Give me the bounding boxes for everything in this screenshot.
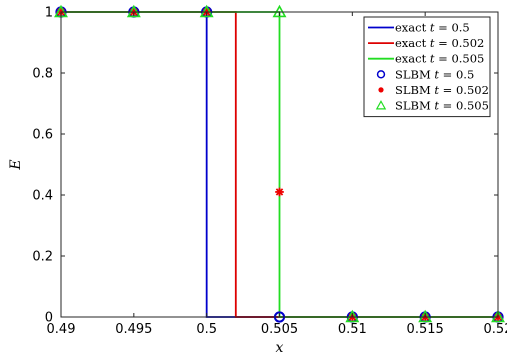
legend-label: exact t = 0.505 bbox=[395, 52, 484, 66]
y-tick-label: 1 bbox=[45, 6, 53, 21]
y-tick-label: 0 bbox=[45, 311, 53, 326]
x-tick-label: 0.49 bbox=[47, 322, 76, 337]
data-point bbox=[345, 309, 360, 323]
data-point bbox=[275, 187, 284, 197]
legend-item: exact t = 0.505 bbox=[368, 52, 484, 66]
x-tick-label: 0.515 bbox=[407, 322, 444, 337]
data-point bbox=[199, 4, 214, 18]
legend-item: exact t = 0.502 bbox=[368, 36, 484, 50]
legend-label: SLBM t = 0.502 bbox=[395, 83, 489, 97]
y-tick-label: 0.4 bbox=[32, 189, 53, 204]
x-tick-label: 0.505 bbox=[261, 322, 298, 337]
legend-item: SLBM t = 0.505 bbox=[375, 99, 489, 113]
legend-label: SLBM t = 0.5 bbox=[395, 67, 474, 81]
legend-label: exact t = 0.5 bbox=[395, 21, 470, 35]
data-point bbox=[491, 309, 505, 323]
legend-item: SLBM t = 0.502 bbox=[378, 83, 489, 97]
legend-label: exact t = 0.502 bbox=[395, 36, 484, 50]
x-axis-label: x bbox=[276, 340, 284, 356]
legend-box bbox=[363, 16, 491, 118]
legend-item: exact t = 0.5 bbox=[368, 21, 470, 35]
data-point bbox=[272, 4, 287, 18]
x-tick-label: 0.5 bbox=[196, 322, 217, 337]
data-point bbox=[418, 309, 433, 323]
x-tick-label: 0.52 bbox=[484, 322, 507, 337]
series-markers-6 bbox=[54, 4, 505, 323]
legend-swatch bbox=[375, 100, 387, 110]
x-tick-label: 0.51 bbox=[338, 322, 367, 337]
x-tick-label: 0.495 bbox=[115, 322, 152, 337]
y-tick-label: 0.6 bbox=[32, 128, 53, 143]
y-tick-label: 0.2 bbox=[32, 250, 53, 265]
legend-swatch bbox=[378, 87, 384, 93]
legend-swatch bbox=[376, 70, 386, 79]
data-point bbox=[126, 4, 141, 18]
legend-item: SLBM t = 0.5 bbox=[376, 67, 474, 81]
legend-label: SLBM t = 0.505 bbox=[395, 99, 489, 113]
y-axis-label: E bbox=[8, 159, 24, 170]
y-tick-label: 0.8 bbox=[32, 67, 53, 82]
